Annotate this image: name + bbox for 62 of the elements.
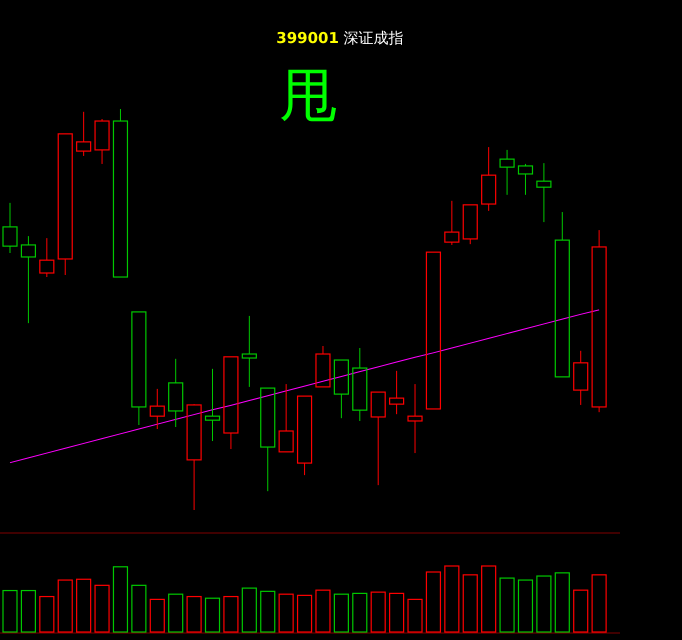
bar xyxy=(389,592,404,633)
bar xyxy=(242,588,257,633)
bar xyxy=(2,590,18,633)
bar xyxy=(426,571,442,633)
candlestick xyxy=(296,396,312,476)
bar xyxy=(186,596,202,633)
candlestick xyxy=(223,356,239,450)
candlestick xyxy=(573,350,588,406)
bar xyxy=(58,579,73,633)
candlestick xyxy=(444,200,460,246)
candlestick xyxy=(407,384,423,454)
bar xyxy=(518,579,534,633)
candlestick xyxy=(112,108,128,278)
bar xyxy=(462,574,478,633)
candlestick xyxy=(168,358,184,428)
candlestick xyxy=(536,162,552,223)
bar xyxy=(536,575,552,633)
candlestick xyxy=(481,146,496,212)
candlestick xyxy=(370,392,386,486)
bar xyxy=(407,598,423,633)
candlestick xyxy=(20,236,36,324)
bar xyxy=(315,590,331,633)
candlestick xyxy=(334,359,349,419)
bar xyxy=(223,596,239,633)
candlestick xyxy=(260,387,276,492)
bar xyxy=(278,594,294,633)
bar xyxy=(112,566,128,633)
candlestick xyxy=(315,345,331,388)
candlestick xyxy=(131,311,146,426)
candlestick xyxy=(58,133,73,276)
bar xyxy=(204,598,220,633)
bar xyxy=(260,590,276,633)
bar xyxy=(39,596,54,633)
candlestick xyxy=(150,388,165,430)
bar xyxy=(20,590,36,633)
bar xyxy=(499,577,515,633)
bar xyxy=(554,572,570,633)
candlestick xyxy=(2,202,18,254)
candlestick xyxy=(554,212,570,378)
bar xyxy=(76,578,92,633)
annotation: 甩 xyxy=(279,61,337,129)
candlestick xyxy=(204,368,220,442)
bar xyxy=(296,594,312,633)
bar xyxy=(352,592,368,633)
bar xyxy=(150,598,165,633)
bar xyxy=(573,590,588,633)
bar xyxy=(444,565,460,633)
candlestick xyxy=(426,252,442,410)
candlestick xyxy=(389,370,404,415)
bar xyxy=(481,565,496,633)
candlestick xyxy=(76,111,92,156)
candlestick xyxy=(352,347,368,422)
bar xyxy=(592,574,607,633)
chart-title: 399001 深证成指 xyxy=(276,29,404,47)
candlestick xyxy=(278,384,294,452)
candlestick xyxy=(499,149,515,196)
candlestick xyxy=(242,315,257,388)
bar xyxy=(334,594,349,633)
bar xyxy=(131,584,146,633)
bar xyxy=(168,594,184,633)
bar xyxy=(370,592,386,633)
bar xyxy=(94,584,110,633)
